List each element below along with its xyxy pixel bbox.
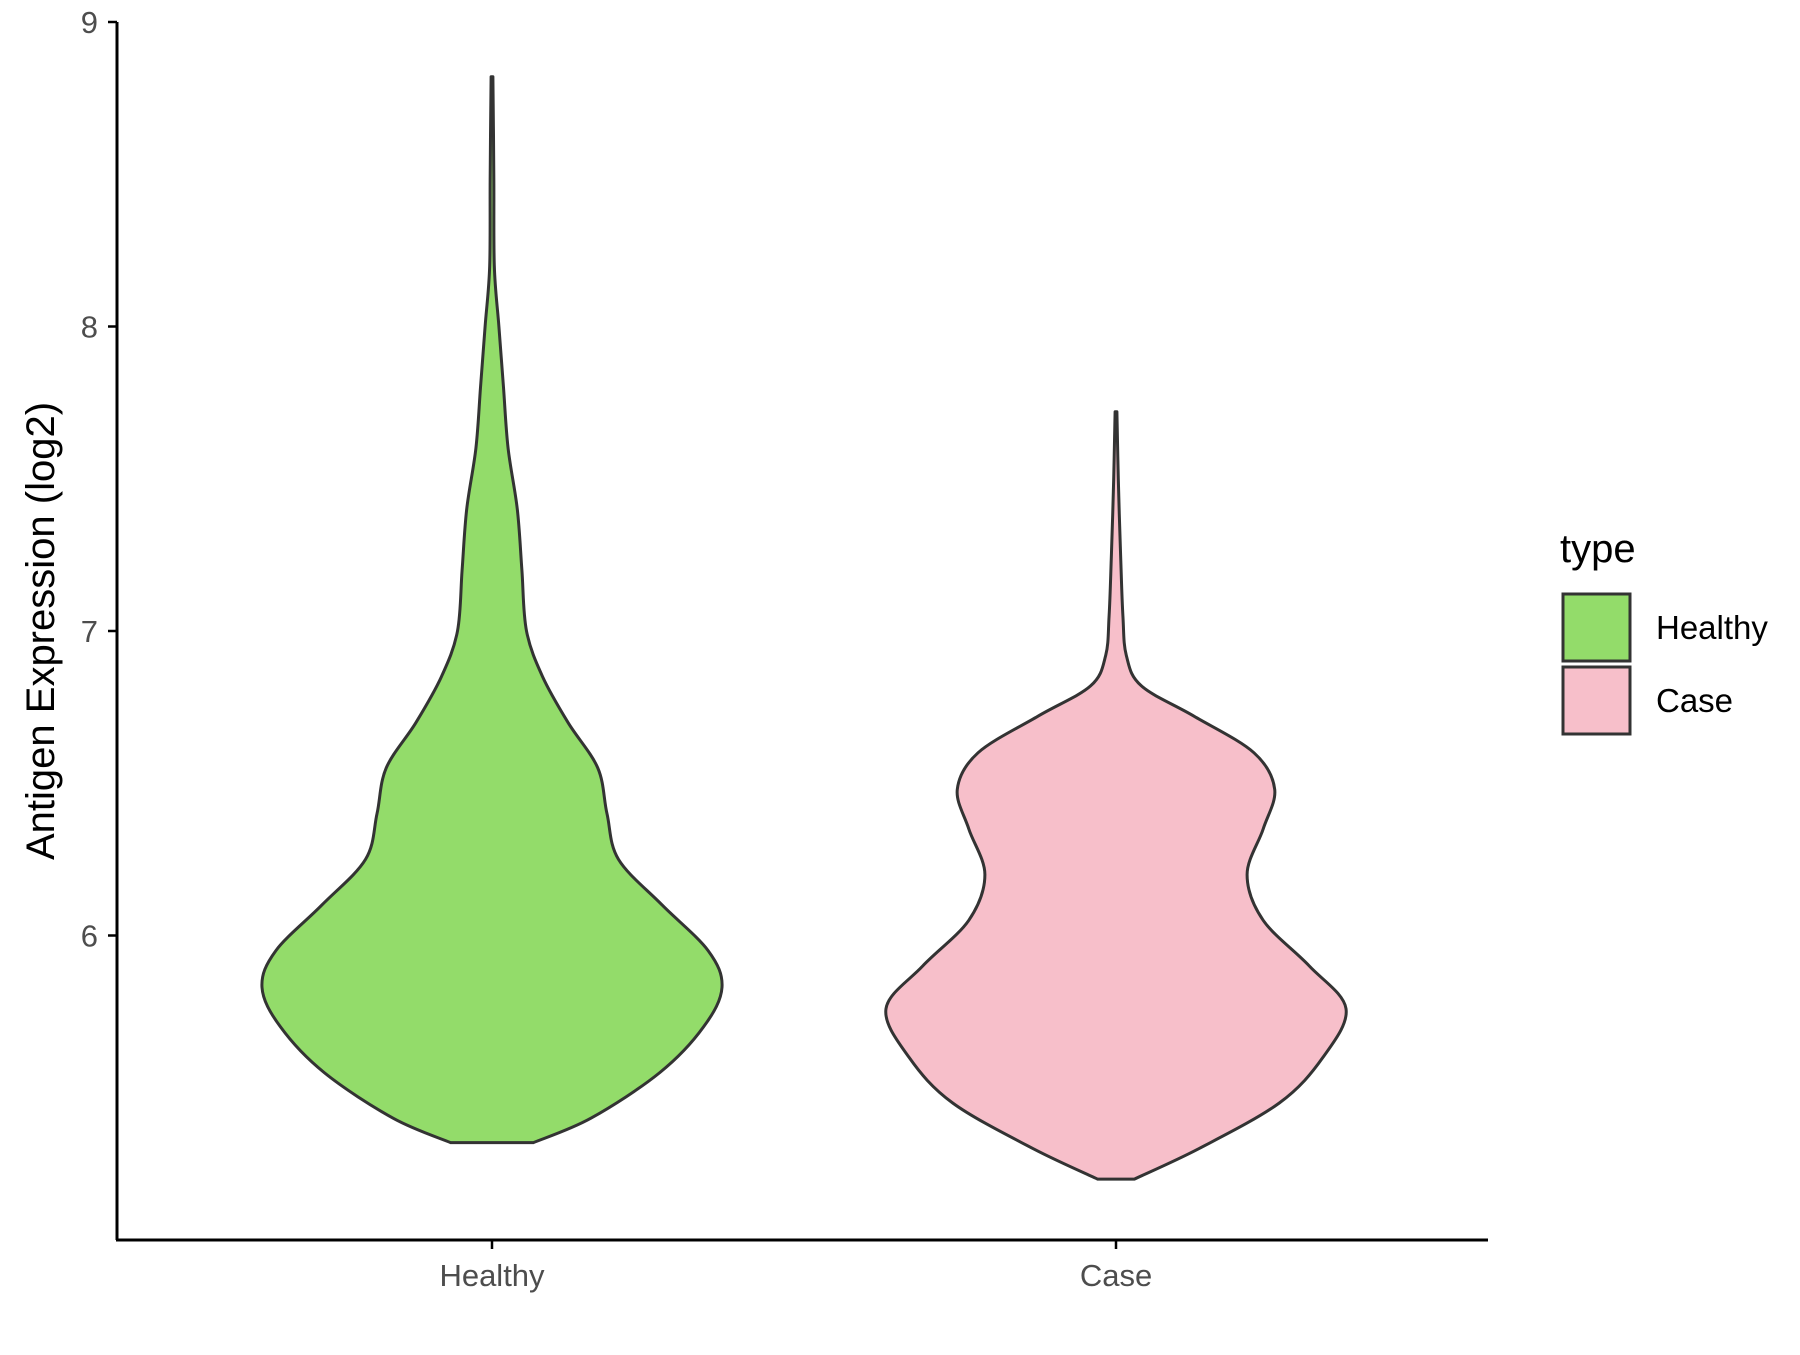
legend-key-healthy [1561,592,1632,663]
x-tick-label: Healthy [439,1258,545,1293]
x-tick-label: Case [1080,1258,1152,1293]
legend-entries: Healthy Case [1561,592,1768,736]
violin-healthy [260,75,724,1145]
y-tick-label: 7 [81,614,98,649]
y-axis-title: Antigen Expression (log2) [19,402,63,860]
legend-title: type [1560,527,1636,571]
y-tick-label: 9 [81,5,98,40]
x-ticks: Healthy Case [439,1240,1152,1293]
violins-layer [260,75,1348,1181]
legend-label-healthy: Healthy [1656,609,1768,646]
y-ticks: 6 7 8 9 [81,5,117,954]
legend: type Healthy Case [1560,527,1768,736]
y-tick-label: 8 [81,310,98,345]
y-tick-label: 6 [81,919,98,954]
legend-key-case [1561,665,1632,736]
legend-label-case: Case [1656,682,1733,719]
violin-case [884,410,1348,1181]
